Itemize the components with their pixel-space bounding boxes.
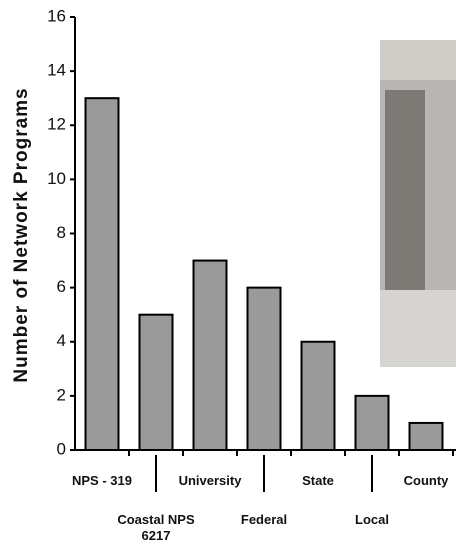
- bar: [246, 286, 282, 451]
- y-tick-label: 2: [57, 385, 66, 404]
- bar: [408, 421, 444, 451]
- photo-sky: [380, 40, 456, 80]
- bar: [354, 394, 390, 451]
- x-tick-label: University: [178, 473, 242, 488]
- photo-ground: [380, 290, 456, 367]
- x-tick-label: Local: [355, 512, 389, 527]
- bar: [84, 97, 120, 451]
- x-tick-label: Coastal NPS 6217: [117, 512, 195, 543]
- bar: [300, 340, 336, 451]
- y-tick-label: 6: [57, 277, 66, 296]
- y-tick-label: 16: [47, 6, 66, 25]
- bar: [192, 259, 228, 451]
- y-tick-label: 12: [47, 115, 66, 134]
- x-tick-label: State: [302, 473, 334, 488]
- y-tick-label: 4: [57, 331, 66, 350]
- bar: [138, 313, 174, 451]
- x-tick-label: Federal: [240, 512, 288, 527]
- y-tick-label: 14: [47, 61, 66, 80]
- photo-door: [385, 90, 425, 290]
- y-tick-label: 8: [57, 223, 66, 242]
- y-tick-label: 10: [47, 169, 66, 188]
- x-tick-label: NPS - 319: [72, 473, 132, 488]
- y-tick-label: 0: [57, 439, 66, 458]
- x-tick-label: County: [403, 473, 449, 488]
- y-axis-label: Number of Network Programs: [11, 87, 32, 382]
